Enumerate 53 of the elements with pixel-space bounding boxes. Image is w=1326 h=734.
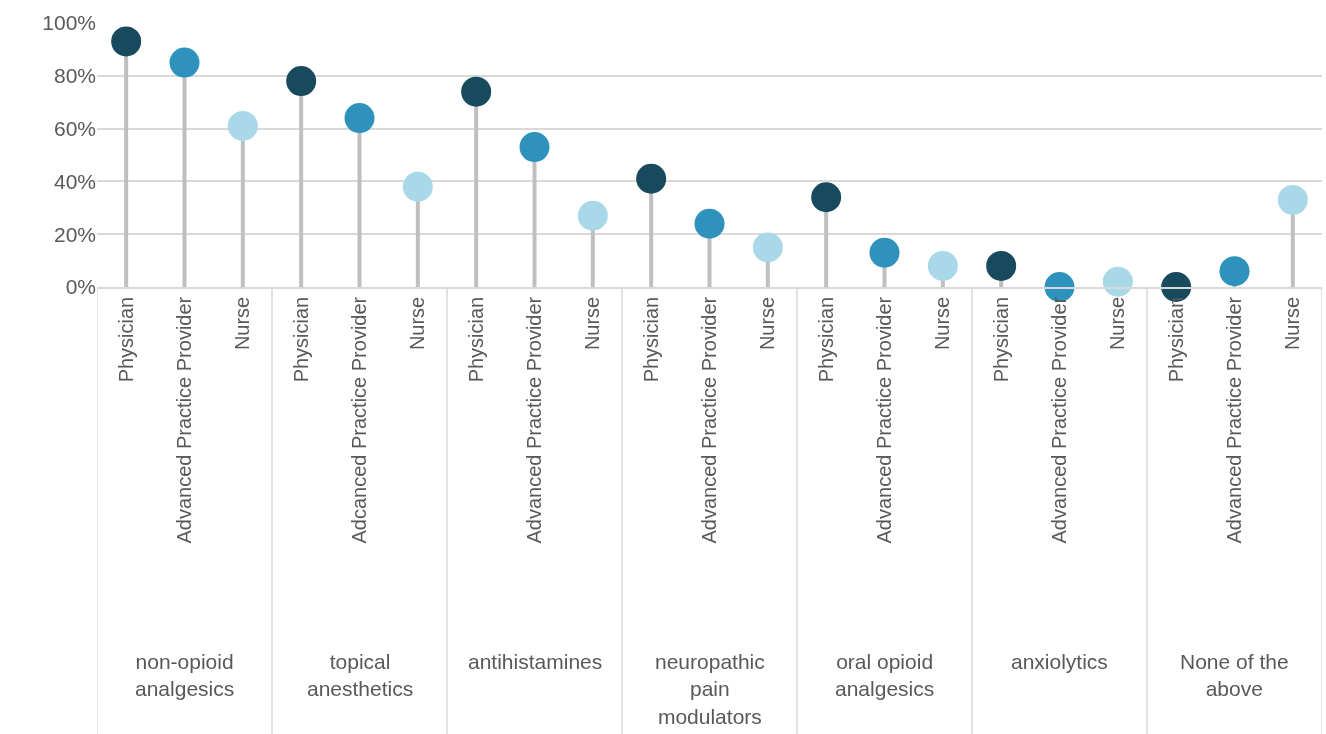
point [344, 103, 375, 134]
y-tick-label: 20% [53, 222, 96, 246]
x-tick-label: Advanced Practice Provider [698, 296, 720, 544]
text: non-opioid analgesics [135, 650, 235, 701]
x-tick-label: Physician [289, 296, 312, 383]
x-tick-label: Adcanced Practice Provider [348, 296, 370, 544]
x-tick-label: Nurse [756, 296, 779, 351]
x-tick-label: Advanced Practice Provider [1048, 296, 1070, 544]
y-tick-label: 80% [53, 64, 96, 88]
point [986, 250, 1017, 281]
point [811, 182, 842, 213]
x-tick-label: Nurse [406, 296, 429, 351]
point [1277, 184, 1308, 215]
point [694, 208, 725, 239]
x-tick-label: Advanced Practice Provider [873, 296, 895, 544]
x-tick-label: Physician [114, 296, 137, 383]
point [752, 232, 783, 263]
point [227, 110, 258, 141]
point [927, 250, 958, 281]
point [1102, 266, 1133, 297]
x-tick-label: Advanced Practice Provider [1223, 296, 1245, 544]
x-tick-label: Nurse [931, 296, 954, 351]
x-tick-label: Advanced Practice Provider [523, 296, 545, 544]
point [519, 132, 550, 163]
x-tick-label: Physician [464, 296, 487, 383]
point [1219, 256, 1250, 287]
point [636, 163, 667, 194]
text: anxiolytics [1011, 650, 1108, 673]
x-tick-label: Physician [639, 296, 662, 383]
text: antihistamines [468, 650, 603, 673]
point [402, 171, 433, 202]
x-tick-label: Nurse [581, 296, 604, 351]
point [111, 26, 142, 57]
y-tick-label: 40% [53, 169, 96, 193]
point [169, 47, 200, 78]
text: None of the above [1180, 650, 1289, 701]
y-tick-label: 100% [42, 11, 96, 35]
x-tick-label: Nurse [1281, 296, 1304, 351]
x-tick-label: Nurse [1106, 296, 1129, 351]
x-tick-label: Physician [814, 296, 837, 383]
text: neuropathic pain modulators [655, 650, 765, 728]
x-tick-label: Advanced Practice Provider [173, 296, 195, 544]
point [461, 76, 492, 107]
point [869, 237, 900, 268]
point [286, 66, 317, 97]
y-tick-label: 0% [65, 275, 96, 299]
point [577, 200, 608, 231]
text: oral opioid analgesics [835, 650, 935, 701]
text: topical anesthetics [307, 650, 414, 701]
x-tick-label: Physician [989, 296, 1012, 383]
y-tick-label: 60% [53, 116, 96, 140]
x-tick-label: Physician [1164, 296, 1187, 383]
x-tick-label: Nurse [231, 296, 254, 351]
